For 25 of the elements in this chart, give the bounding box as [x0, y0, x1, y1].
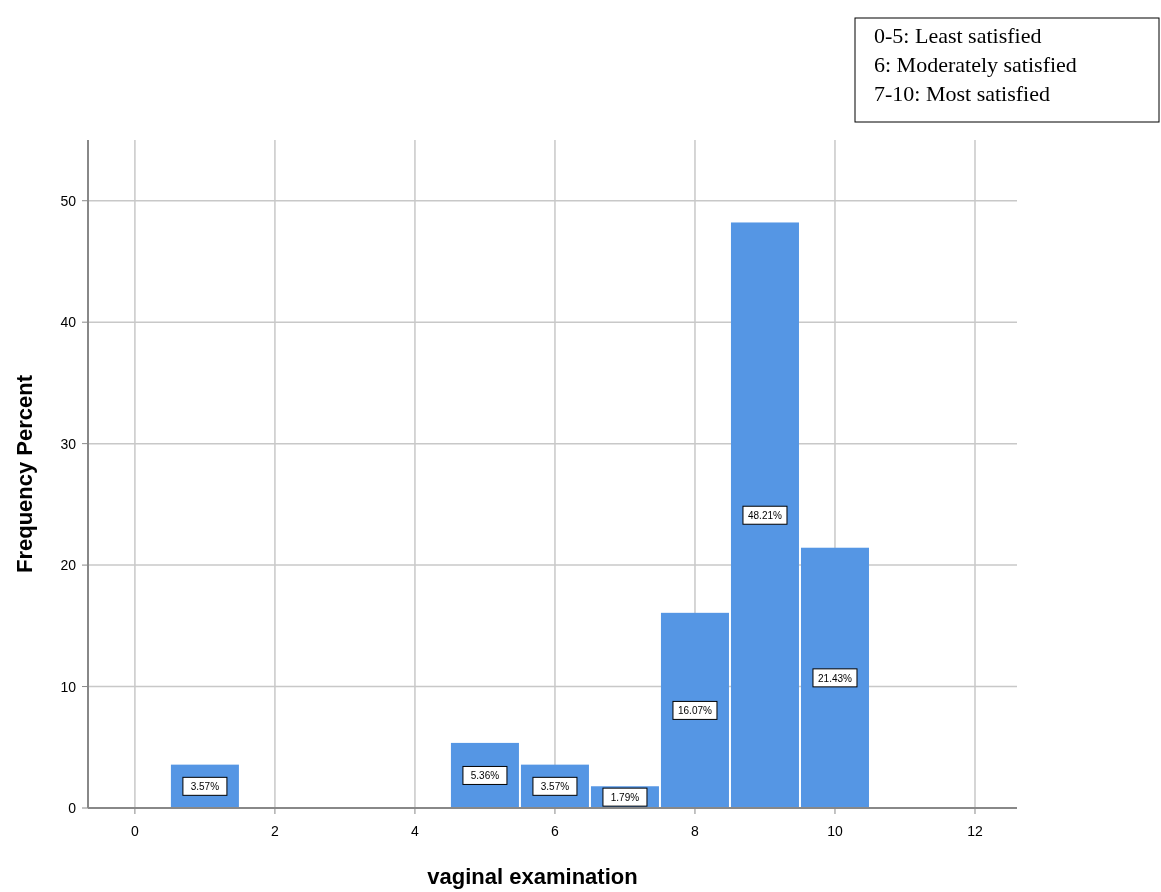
x-tick-label: 12	[967, 823, 983, 839]
y-tick-label: 50	[60, 192, 77, 209]
x-tick-label: 6	[551, 823, 560, 839]
data-label: 1.79%	[610, 792, 640, 804]
data-label: 16.07%	[678, 705, 713, 717]
text: 7-10: Most satisfied	[874, 81, 1050, 106]
x-axis-title: vaginal examination	[427, 864, 638, 889]
data-label: 3.57%	[190, 781, 220, 793]
text: 6: Moderately satisfied	[874, 52, 1077, 77]
y-tick-label: 0	[68, 800, 77, 816]
data-label: 21.43%	[818, 672, 853, 684]
data-label: 48.21%	[748, 510, 783, 522]
x-tick-label: 0	[131, 823, 140, 839]
x-tick-label: 8	[691, 823, 700, 839]
y-tick-label: 20	[60, 557, 77, 574]
y-tick-label: 30	[60, 435, 77, 452]
x-tick-label: 4	[411, 823, 420, 839]
text: 0-5: Least satisfied	[874, 23, 1042, 48]
x-tick-label: 2	[271, 823, 280, 839]
data-label: 5.36%	[470, 770, 500, 782]
x-tick-label: 10	[827, 823, 843, 839]
y-tick-label: 10	[60, 678, 77, 695]
y-axis-title: Frequency Percent	[12, 374, 37, 574]
y-tick-label: 40	[60, 314, 77, 331]
data-label: 3.57%	[540, 781, 570, 793]
